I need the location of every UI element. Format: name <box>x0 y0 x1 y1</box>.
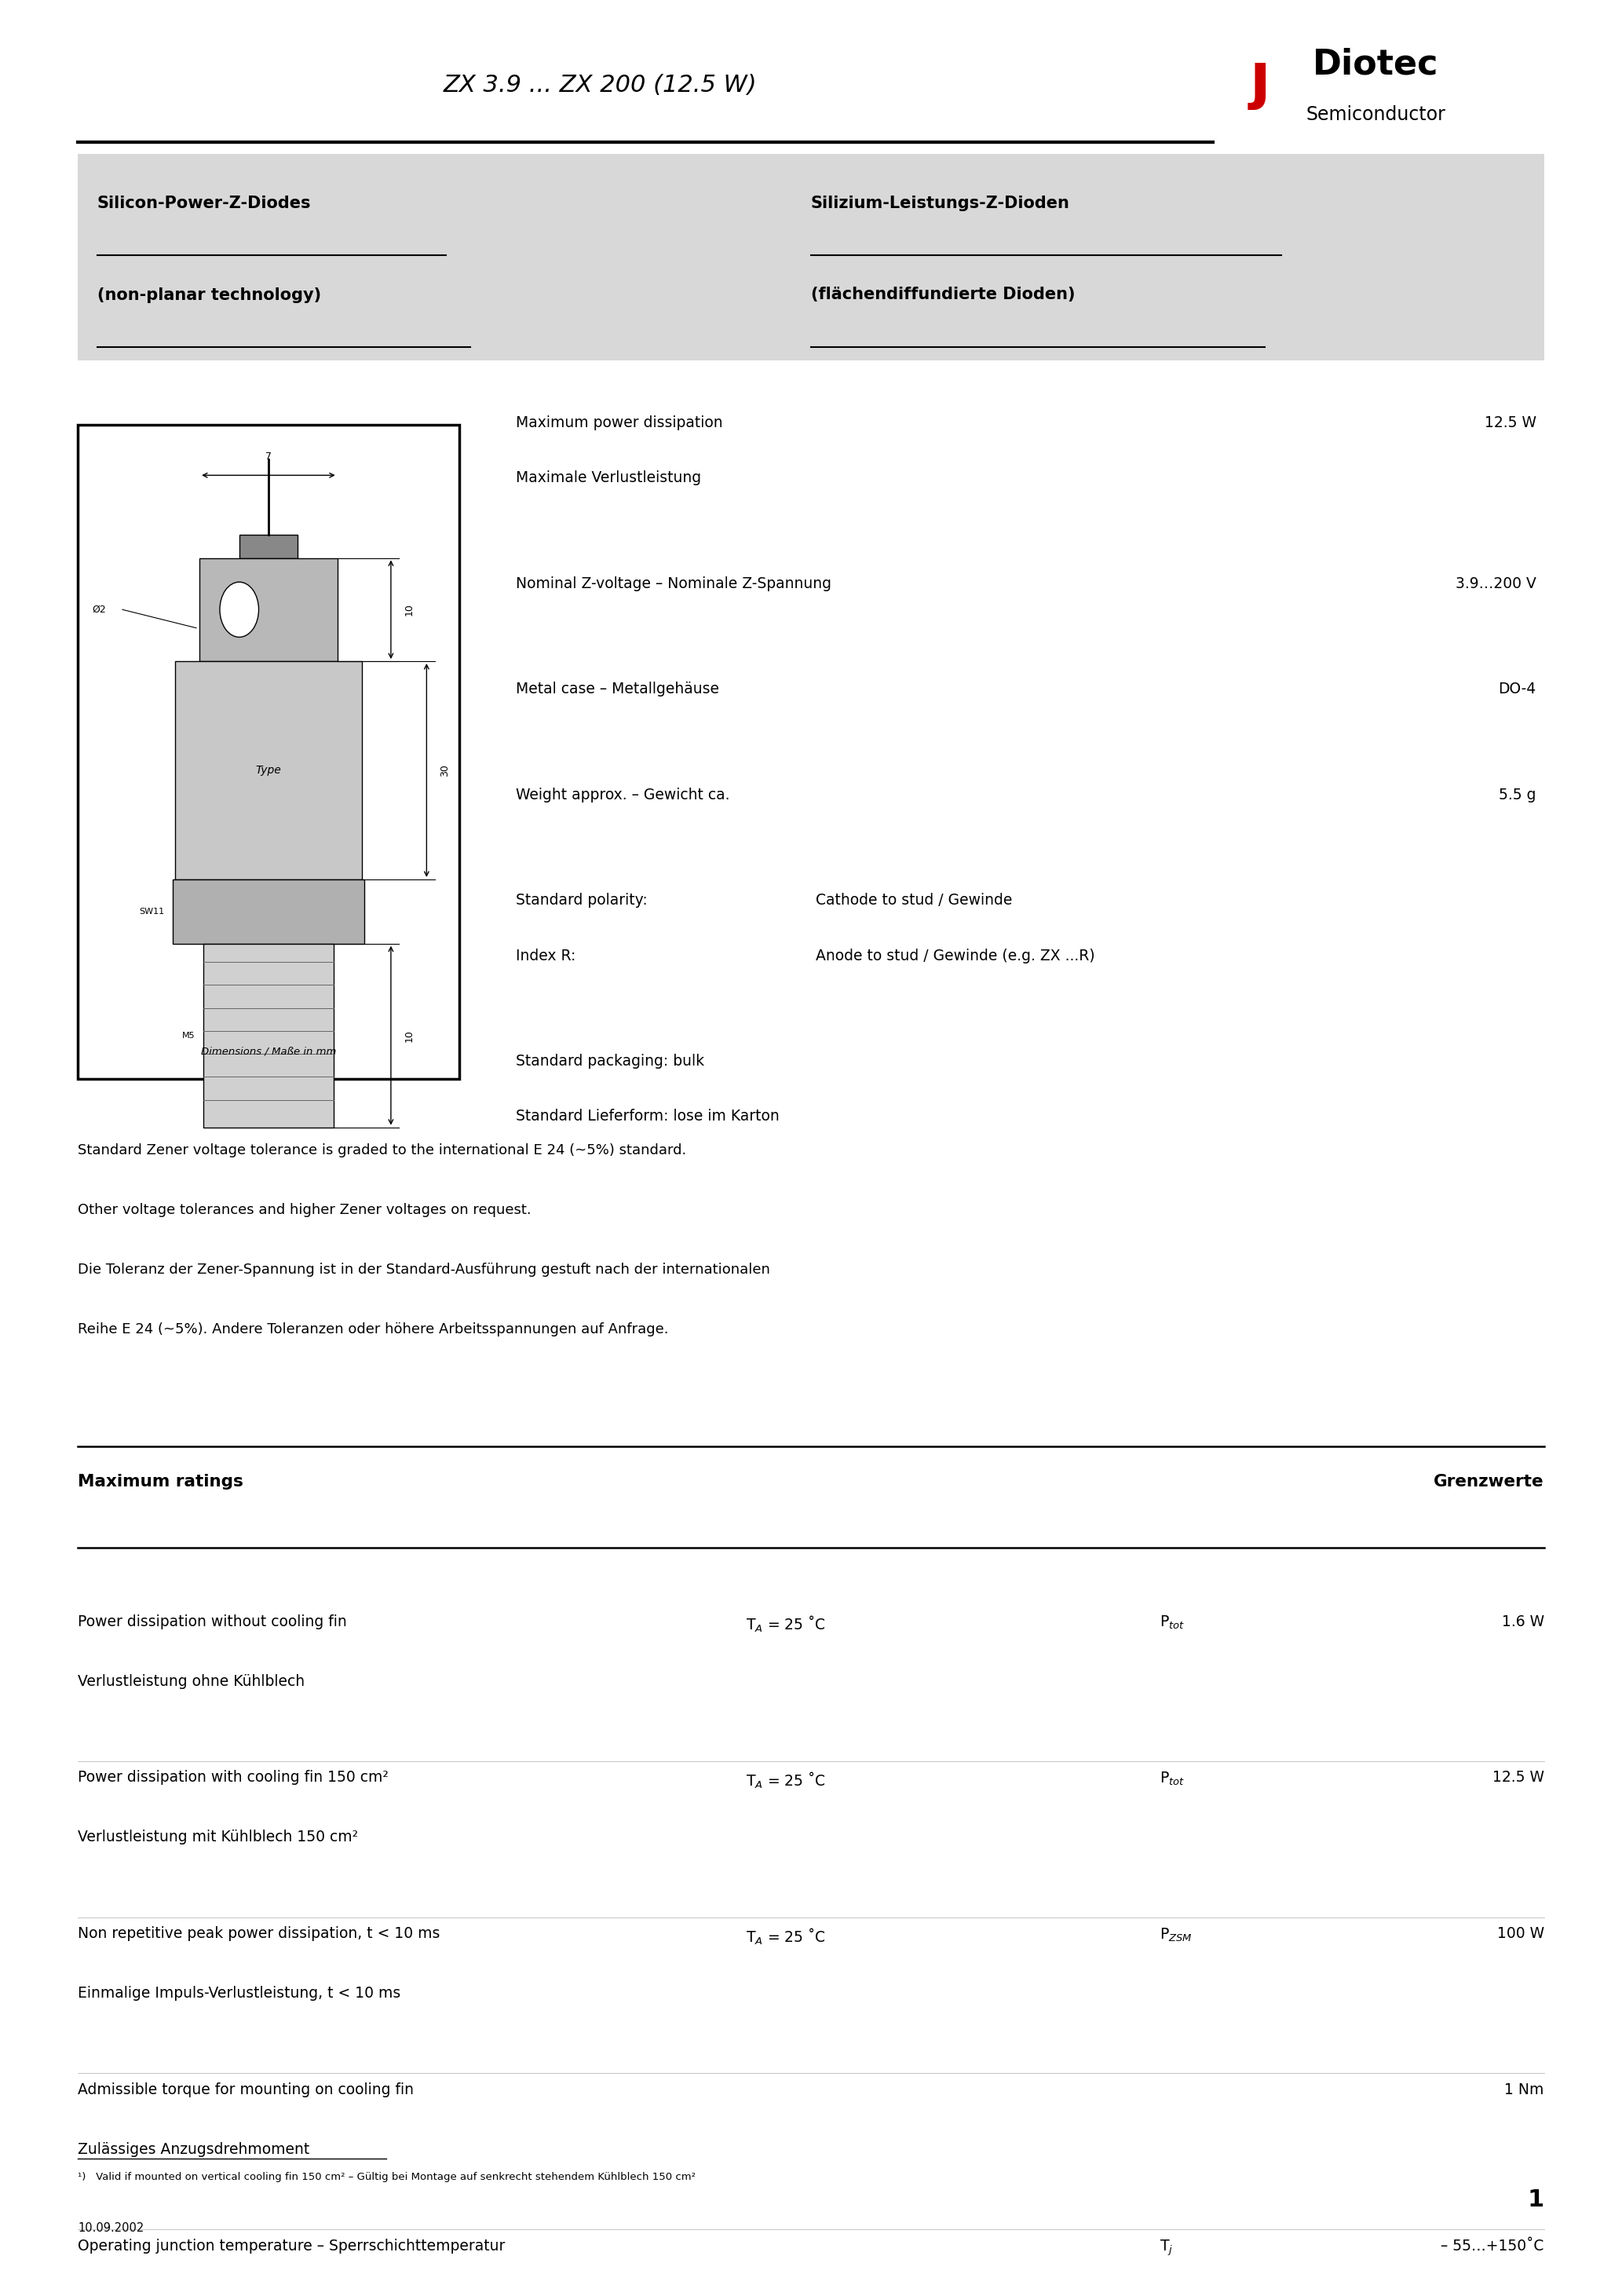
Text: ¹)   Valid if mounted on vertical cooling fin 150 cm² – Gültig bei Montage auf s: ¹) Valid if mounted on vertical cooling … <box>78 2172 696 2181</box>
Text: Dimensions / Maße in mm: Dimensions / Maße in mm <box>201 1047 336 1056</box>
Text: Einmalige Impuls-Verlustleistung, t < 10 ms: Einmalige Impuls-Verlustleistung, t < 10… <box>78 1986 401 2000</box>
Text: 7: 7 <box>266 452 271 461</box>
Text: ȷ: ȷ <box>1251 51 1270 110</box>
Text: Power dissipation without cooling fin: Power dissipation without cooling fin <box>78 1614 347 1628</box>
Text: 12.5 W: 12.5 W <box>1484 416 1536 429</box>
Text: 1.6 W: 1.6 W <box>1502 1614 1544 1628</box>
Bar <box>78 425 459 1079</box>
Text: Anode to stud / Gewinde (e.g. ZX ...R): Anode to stud / Gewinde (e.g. ZX ...R) <box>816 948 1095 962</box>
Text: Other voltage tolerances and higher Zener voltages on request.: Other voltage tolerances and higher Zene… <box>78 1203 532 1217</box>
Bar <box>172 879 363 944</box>
Text: Weight approx. – Gewicht ca.: Weight approx. – Gewicht ca. <box>516 788 730 801</box>
Text: Operating junction temperature – Sperrschichttemperatur: Operating junction temperature – Sperrsc… <box>78 2239 504 2252</box>
Text: Standard packaging: bulk: Standard packaging: bulk <box>516 1054 704 1068</box>
Text: ZX 3.9 ... ZX 200 (12.5 W): ZX 3.9 ... ZX 200 (12.5 W) <box>443 73 757 96</box>
Text: Standard Lieferform: lose im Karton: Standard Lieferform: lose im Karton <box>516 1109 780 1123</box>
Text: Non repetitive peak power dissipation, t < 10 ms: Non repetitive peak power dissipation, t… <box>78 1926 440 1940</box>
Text: Power dissipation with cooling fin 150 cm²: Power dissipation with cooling fin 150 c… <box>78 1770 389 1784</box>
Text: Ø2: Ø2 <box>92 604 105 615</box>
Text: – 55…+150˚C: – 55…+150˚C <box>1440 2239 1544 2252</box>
Text: 12.5 W: 12.5 W <box>1492 1770 1544 1784</box>
Bar <box>203 944 333 1127</box>
Text: Grenzwerte: Grenzwerte <box>1434 1474 1544 1490</box>
Text: Index R:: Index R: <box>516 948 576 962</box>
Text: SW11: SW11 <box>139 907 164 916</box>
Text: 1: 1 <box>1528 2188 1544 2211</box>
Text: Maximum ratings: Maximum ratings <box>78 1474 243 1490</box>
Circle shape <box>221 581 258 638</box>
Text: Silizium-Leistungs-Z-Dioden: Silizium-Leistungs-Z-Dioden <box>811 195 1071 211</box>
Text: T$_A$ = 25 ˚C: T$_A$ = 25 ˚C <box>746 1614 826 1635</box>
Text: (non-planar technology): (non-planar technology) <box>97 287 321 303</box>
Text: DO-4: DO-4 <box>1499 682 1536 696</box>
Text: Cathode to stud / Gewinde: Cathode to stud / Gewinde <box>816 893 1012 907</box>
Text: Admissible torque for mounting on cooling fin: Admissible torque for mounting on coolin… <box>78 2082 414 2096</box>
Text: T$_j$: T$_j$ <box>1160 2239 1173 2257</box>
Text: Die Toleranz der Zener-Spannung ist in der Standard-Ausführung gestuft nach der : Die Toleranz der Zener-Spannung ist in d… <box>78 1263 770 1277</box>
Bar <box>200 558 337 661</box>
Text: Diotec: Diotec <box>1312 48 1439 80</box>
Text: P$_{tot}$: P$_{tot}$ <box>1160 1770 1186 1786</box>
Text: Standard Zener voltage tolerance is graded to the international E 24 (~5%) stand: Standard Zener voltage tolerance is grad… <box>78 1143 686 1157</box>
Text: Standard polarity:: Standard polarity: <box>516 893 647 907</box>
Text: 10: 10 <box>404 1029 414 1042</box>
Text: P$_{tot}$: P$_{tot}$ <box>1160 1614 1186 1630</box>
Text: 100 W: 100 W <box>1497 1926 1544 1940</box>
Text: Metal case – Metallgehäuse: Metal case – Metallgehäuse <box>516 682 719 696</box>
Text: Maximale Verlustleistung: Maximale Verlustleistung <box>516 471 701 484</box>
Text: Type: Type <box>256 765 281 776</box>
Text: P$_{ZSM}$: P$_{ZSM}$ <box>1160 1926 1192 1942</box>
Text: Maximum power dissipation: Maximum power dissipation <box>516 416 723 429</box>
Text: Nominal Z-voltage – Nominale Z-Spannung: Nominal Z-voltage – Nominale Z-Spannung <box>516 576 832 590</box>
Text: T$_A$ = 25 ˚C: T$_A$ = 25 ˚C <box>746 1926 826 1947</box>
Bar <box>78 154 1544 360</box>
Text: 30: 30 <box>440 765 449 776</box>
Text: Semiconductor: Semiconductor <box>1306 106 1445 124</box>
Text: Zulässiges Anzugsdrehmoment: Zulässiges Anzugsdrehmoment <box>78 2142 310 2156</box>
Text: (flächendiffundierte Dioden): (flächendiffundierte Dioden) <box>811 287 1075 303</box>
Bar <box>175 661 362 879</box>
Text: M5: M5 <box>182 1031 195 1040</box>
Text: 10: 10 <box>404 604 414 615</box>
Text: 3.9…200 V: 3.9…200 V <box>1455 576 1536 590</box>
Bar <box>240 535 298 558</box>
Text: 10.09.2002: 10.09.2002 <box>78 2223 144 2234</box>
Text: T$_A$ = 25 ˚C: T$_A$ = 25 ˚C <box>746 1770 826 1791</box>
Text: 5.5 g: 5.5 g <box>1499 788 1536 801</box>
Text: 1 Nm: 1 Nm <box>1505 2082 1544 2096</box>
Text: Silicon-Power-Z-Diodes: Silicon-Power-Z-Diodes <box>97 195 311 211</box>
Text: Verlustleistung ohne Kühlblech: Verlustleistung ohne Kühlblech <box>78 1674 305 1688</box>
Text: Verlustleistung mit Kühlblech 150 cm²: Verlustleistung mit Kühlblech 150 cm² <box>78 1830 358 1844</box>
Text: Reihe E 24 (~5%). Andere Toleranzen oder höhere Arbeitsspannungen auf Anfrage.: Reihe E 24 (~5%). Andere Toleranzen oder… <box>78 1322 668 1336</box>
